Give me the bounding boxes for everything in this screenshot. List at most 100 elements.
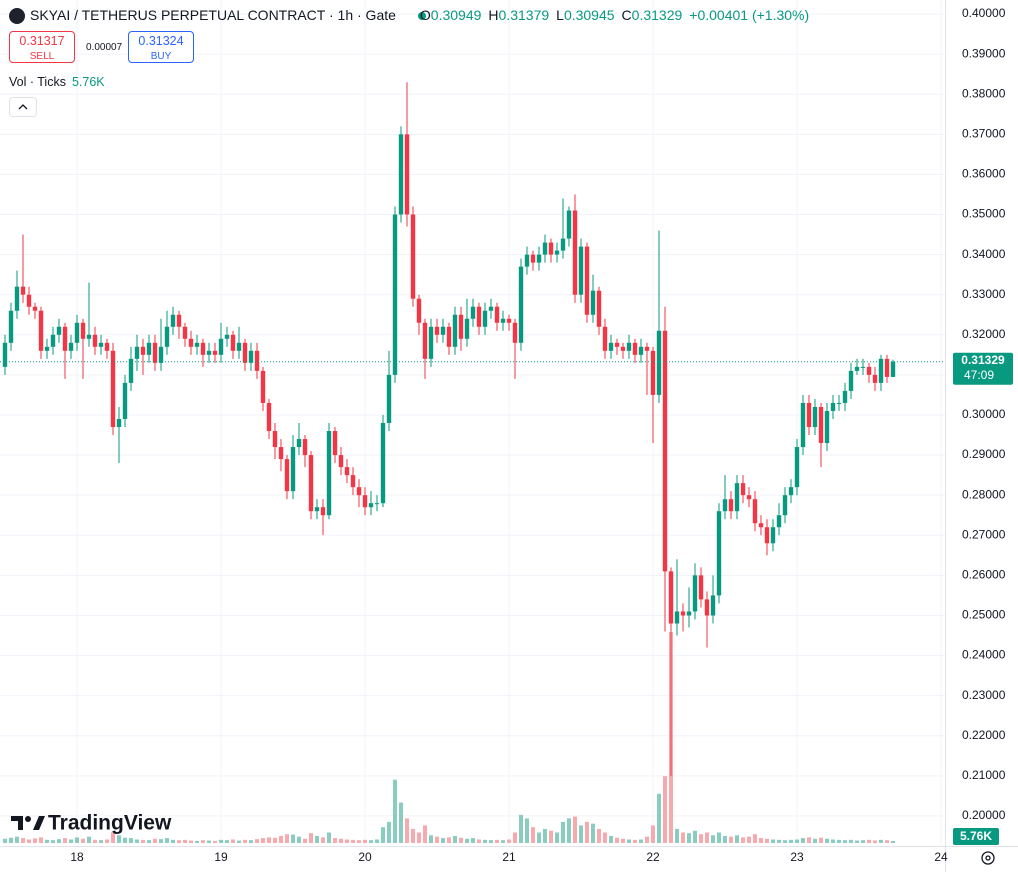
sell-button[interactable]: 0.31317 SELL — [9, 31, 75, 63]
volume-bar — [884, 840, 889, 843]
volume-bar — [164, 838, 169, 843]
buy-label[interactable]: BUY — [150, 51, 172, 62]
gear[interactable] — [981, 851, 995, 865]
ohlc-label: C — [621, 7, 632, 23]
candle-body — [314, 507, 320, 512]
volume-bar — [818, 837, 823, 843]
y-tick-label: 0.36000 — [962, 167, 1006, 181]
volume-bar — [374, 839, 379, 843]
volume-bar — [398, 802, 403, 843]
volume-bar — [632, 839, 637, 843]
candle-body — [872, 374, 878, 383]
volume-bar — [536, 832, 541, 843]
volume-bar — [728, 836, 733, 843]
volume-badge — [953, 828, 999, 845]
volume-bar — [68, 839, 73, 843]
gear-center[interactable] — [985, 855, 991, 861]
volume-bar — [266, 837, 271, 843]
candle-body — [728, 499, 734, 512]
buy-button[interactable]: 0.31324 BUY — [128, 31, 194, 63]
volume-bar — [416, 832, 421, 843]
candle-body — [386, 374, 392, 423]
volume-bar — [116, 835, 121, 843]
candle-body — [620, 346, 626, 351]
caret-icon[interactable] — [10, 98, 36, 116]
volume-bar — [158, 839, 163, 843]
candle-body — [116, 418, 122, 428]
x-tick-label: 19 — [214, 850, 228, 864]
volume-bar — [92, 839, 97, 843]
candle-body — [440, 326, 446, 335]
volume-bar — [710, 835, 715, 843]
candle-body — [842, 390, 848, 403]
brand-logo: TradingView — [11, 812, 172, 835]
volume-bar — [20, 838, 25, 843]
candle-body — [854, 366, 860, 371]
volume-bar — [44, 839, 49, 843]
x-tick-label: 24 — [934, 850, 948, 864]
candle-body — [740, 483, 746, 496]
candle-body — [182, 326, 188, 339]
sell-price[interactable]: 0.31317 — [19, 34, 65, 48]
logo-dot — [25, 816, 31, 822]
candle-body — [566, 210, 572, 239]
volume-bar — [788, 839, 793, 843]
candle-body — [884, 358, 890, 377]
settings-icon[interactable] — [981, 851, 995, 865]
candle-body — [170, 314, 176, 327]
candle-body — [668, 571, 674, 624]
candle-body — [410, 214, 416, 299]
candle-body — [692, 575, 698, 612]
ohlc-label: L — [556, 7, 564, 23]
ohlc-value: 0.31379 — [498, 7, 550, 23]
volume-bar — [206, 840, 211, 843]
candle-body — [350, 475, 356, 488]
volume-bar — [644, 836, 649, 843]
volume-bar — [602, 832, 607, 843]
volume-bar — [626, 839, 631, 843]
candle-body — [674, 611, 680, 624]
volume-bar — [866, 839, 871, 843]
y-tick-label: 0.32000 — [962, 327, 1006, 341]
volume-bar — [494, 839, 499, 843]
volume-bar — [740, 837, 745, 843]
buy-price[interactable]: 0.31324 — [138, 34, 184, 48]
volume-bar — [698, 834, 703, 843]
volume-bar — [560, 821, 565, 843]
spread: 0.00007 — [86, 42, 123, 53]
ohlc-label: H — [488, 7, 499, 23]
volume-bar — [332, 838, 337, 843]
candle-body — [392, 214, 398, 375]
y-tick-label: 0.39000 — [962, 46, 1006, 60]
volume-bar — [128, 838, 133, 843]
candle-body — [500, 318, 506, 323]
volume-bar — [104, 839, 109, 843]
candle-body — [308, 455, 314, 512]
candle-body — [200, 342, 206, 355]
volume-bar — [326, 832, 331, 843]
volume-bar — [854, 840, 859, 843]
caret[interactable] — [18, 104, 28, 110]
volume-bar — [440, 838, 445, 843]
candle-body — [62, 326, 68, 351]
volume-bar — [380, 827, 385, 843]
candle-body — [860, 366, 866, 368]
collapse-button[interactable] — [9, 97, 37, 117]
candle-body — [2, 342, 8, 367]
candle-body — [92, 334, 98, 347]
volume-bar — [458, 837, 463, 843]
candle-body — [194, 342, 200, 347]
volume-bar — [452, 835, 457, 843]
header: SKYAI / TETHERUS PERPETUAL CONTRACT · 1h… — [30, 7, 809, 23]
candle-body — [296, 439, 302, 448]
y-tick-label: 0.24000 — [962, 648, 1006, 662]
x-tick-label: 22 — [646, 850, 660, 864]
volume-bar — [734, 835, 739, 843]
volume-bar — [752, 834, 757, 843]
candle-body — [518, 266, 524, 343]
volume-bar — [476, 839, 481, 843]
candle-body — [602, 326, 608, 351]
sell-label[interactable]: SELL — [29, 51, 55, 62]
